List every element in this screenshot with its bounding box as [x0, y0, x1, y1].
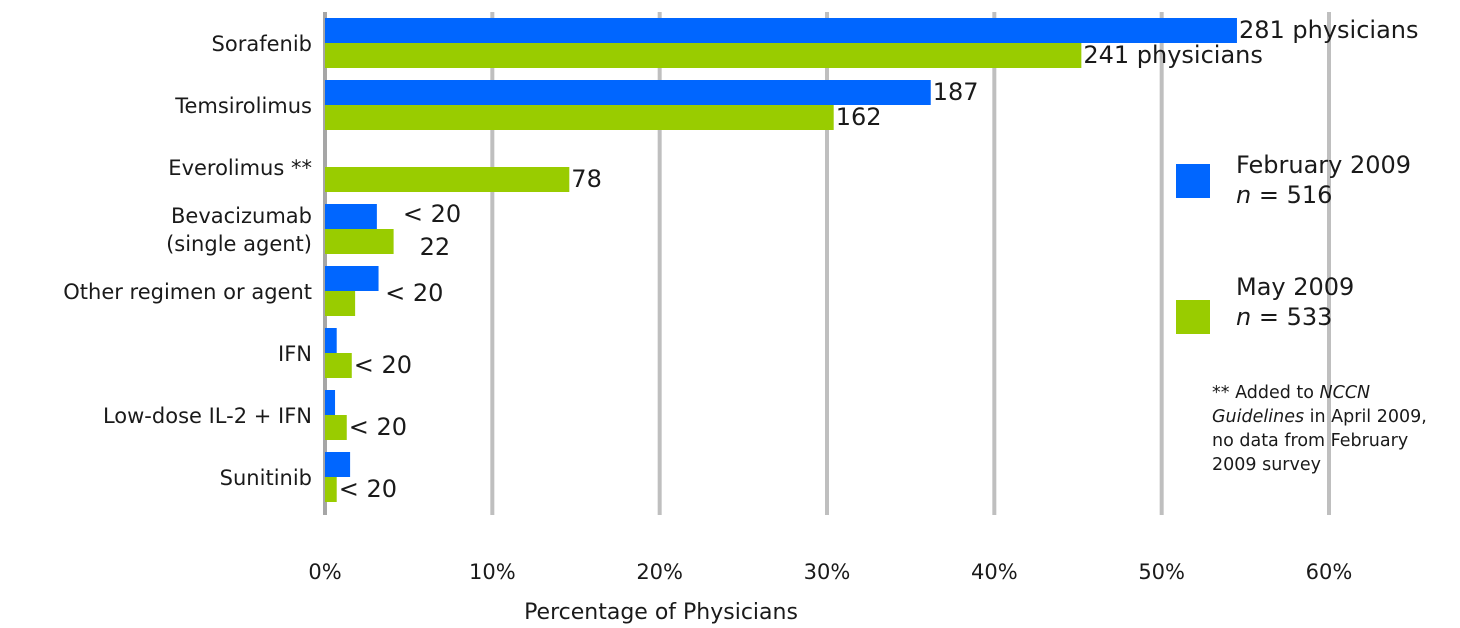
data-label: 22	[420, 233, 451, 261]
x-tick-label: 10%	[469, 560, 516, 584]
data-label: 162	[836, 103, 882, 131]
data-label: 241 physicians	[1083, 41, 1263, 69]
x-tick-label: 20%	[636, 560, 683, 584]
legend-label-feb: February 2009	[1236, 151, 1412, 179]
footnote-text-1: ** Added to	[1212, 383, 1320, 403]
bar-may	[325, 477, 337, 502]
category-label: Other regimen or agent	[63, 280, 312, 304]
bar-feb	[325, 80, 931, 105]
bar-feb	[325, 452, 351, 477]
category-label: IFN	[278, 342, 312, 366]
data-label: < 20	[385, 279, 443, 307]
category-label: Temsirolimus	[174, 94, 312, 118]
x-tick-label: 0%	[308, 560, 341, 584]
data-label: 187	[933, 78, 979, 106]
data-label: 78	[571, 165, 602, 193]
data-label: < 20	[339, 475, 397, 503]
bar-feb	[325, 266, 379, 291]
data-label: < 20	[349, 413, 407, 441]
data-label: 281 physicians	[1239, 16, 1419, 44]
x-tick-label: 40%	[971, 560, 1018, 584]
legend-item-feb: February 2009 n = 516	[1176, 150, 1456, 220]
bar-feb	[325, 204, 377, 229]
legend-n-symbol-feb: n	[1236, 181, 1252, 209]
legend-n-symbol-may: n	[1236, 303, 1252, 331]
category-labels: Sorafenib Temsirolimus Everolimus ** Bevaci…	[63, 32, 312, 490]
footnote-italic: NCCN Guidelines	[1212, 383, 1371, 427]
category-label: Low-dose IL-2 + IFN	[103, 404, 312, 428]
legend-swatch-may	[1176, 300, 1210, 334]
bar-may	[325, 415, 347, 440]
bar-may	[325, 353, 352, 378]
x-axis-title: Percentage of Physicians	[524, 600, 798, 625]
category-label: Sunitinib	[220, 466, 312, 490]
x-tick-label: 30%	[804, 560, 851, 584]
legend-item-may: May 2009 n = 533	[1176, 272, 1456, 342]
bars	[325, 18, 1237, 502]
bar-may	[325, 105, 834, 130]
bar-may	[325, 43, 1082, 68]
x-tick-labels: 0% 10% 20% 30% 40% 50% 60%	[308, 560, 1352, 584]
category-label: Sorafenib	[212, 32, 312, 56]
legend-label-may: May 2009	[1236, 273, 1355, 301]
legend-swatch-feb	[1176, 164, 1210, 198]
bar-feb	[325, 328, 337, 353]
category-label: Everolimus **	[168, 156, 312, 180]
footnote-text-2: in April 2009, no data from February 200…	[1212, 407, 1427, 475]
bar-may	[325, 291, 356, 316]
data-labels: 281 physicians 187 < 20 241 physicians 162 78…	[339, 16, 1419, 503]
data-label: < 20	[354, 351, 412, 379]
bar-may	[325, 167, 570, 192]
legend-n-feb: = 516	[1251, 181, 1333, 209]
bar-may	[325, 229, 394, 254]
x-tick-label: 50%	[1138, 560, 1185, 584]
footnote: ** Added to NCCN Guidelines in April 200…	[1212, 381, 1442, 477]
x-tick-label: 60%	[1306, 560, 1353, 584]
bar-feb	[325, 18, 1237, 43]
category-label: Bevacizumab (single agent)	[166, 204, 312, 256]
data-label: < 20	[403, 200, 461, 228]
bar-feb	[325, 390, 336, 415]
legend-n-may: = 533	[1251, 303, 1333, 331]
